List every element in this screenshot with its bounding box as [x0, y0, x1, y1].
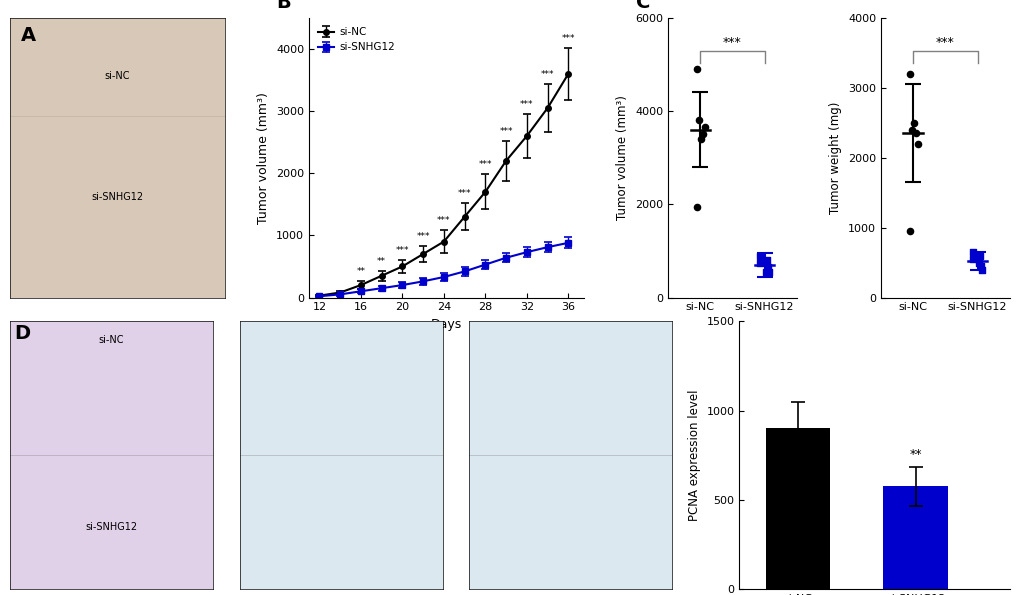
Point: [751, 258, 767, 267]
Text: ***: ***: [478, 161, 491, 170]
Point: [905, 118, 921, 127]
Text: ***: ***: [520, 100, 533, 109]
Text: ***: ***: [935, 36, 954, 49]
Legend: si-NC, si-SNHG12: si-NC, si-SNHG12: [314, 23, 398, 57]
Bar: [882, 487, 947, 589]
Text: **: **: [909, 449, 921, 462]
Point: [758, 255, 774, 265]
Text: D: D: [14, 324, 31, 343]
Point: [690, 115, 706, 125]
Point: [972, 261, 988, 271]
Text: si-NC: si-NC: [105, 71, 130, 82]
Bar: [765, 428, 829, 589]
Text: **: **: [356, 267, 365, 276]
Point: [692, 134, 708, 144]
Text: **: **: [377, 257, 386, 266]
Point: [971, 251, 987, 261]
Point: [901, 226, 917, 236]
Text: ***: ***: [458, 189, 471, 198]
Text: B: B: [276, 0, 290, 12]
Point: [696, 123, 712, 132]
Text: si-NC: si-NC: [99, 334, 124, 345]
Point: [694, 130, 710, 139]
Text: ***: ***: [437, 217, 450, 226]
Y-axis label: Tumor weight (mg): Tumor weight (mg): [828, 102, 842, 214]
Point: [751, 251, 767, 261]
Text: ***: ***: [416, 232, 429, 241]
Point: [964, 248, 980, 257]
Y-axis label: Tumor volume (mm³): Tumor volume (mm³): [257, 92, 270, 224]
Point: [964, 254, 980, 264]
X-axis label: Days: Days: [430, 318, 462, 331]
Point: [901, 69, 917, 79]
Point: [909, 139, 925, 148]
Point: [757, 267, 773, 277]
Text: ***: ***: [499, 127, 513, 136]
Text: ***: ***: [540, 70, 554, 79]
Point: [688, 202, 704, 211]
Point: [973, 265, 989, 274]
Point: [759, 262, 775, 272]
Text: si-SNHG12: si-SNHG12: [86, 522, 138, 532]
Point: [688, 64, 704, 74]
Text: C: C: [635, 0, 649, 12]
Text: ***: ***: [722, 36, 741, 49]
Point: [969, 258, 985, 267]
Text: A: A: [21, 26, 36, 45]
Point: [903, 125, 919, 134]
Text: ***: ***: [561, 34, 575, 43]
Point: [907, 129, 923, 138]
Y-axis label: Tumor volume (mm³): Tumor volume (mm³): [615, 95, 629, 220]
Text: ***: ***: [395, 246, 409, 255]
Point: [760, 267, 776, 277]
Text: si-SNHG12: si-SNHG12: [92, 192, 144, 202]
Y-axis label: PCNA expression level: PCNA expression level: [687, 389, 700, 521]
